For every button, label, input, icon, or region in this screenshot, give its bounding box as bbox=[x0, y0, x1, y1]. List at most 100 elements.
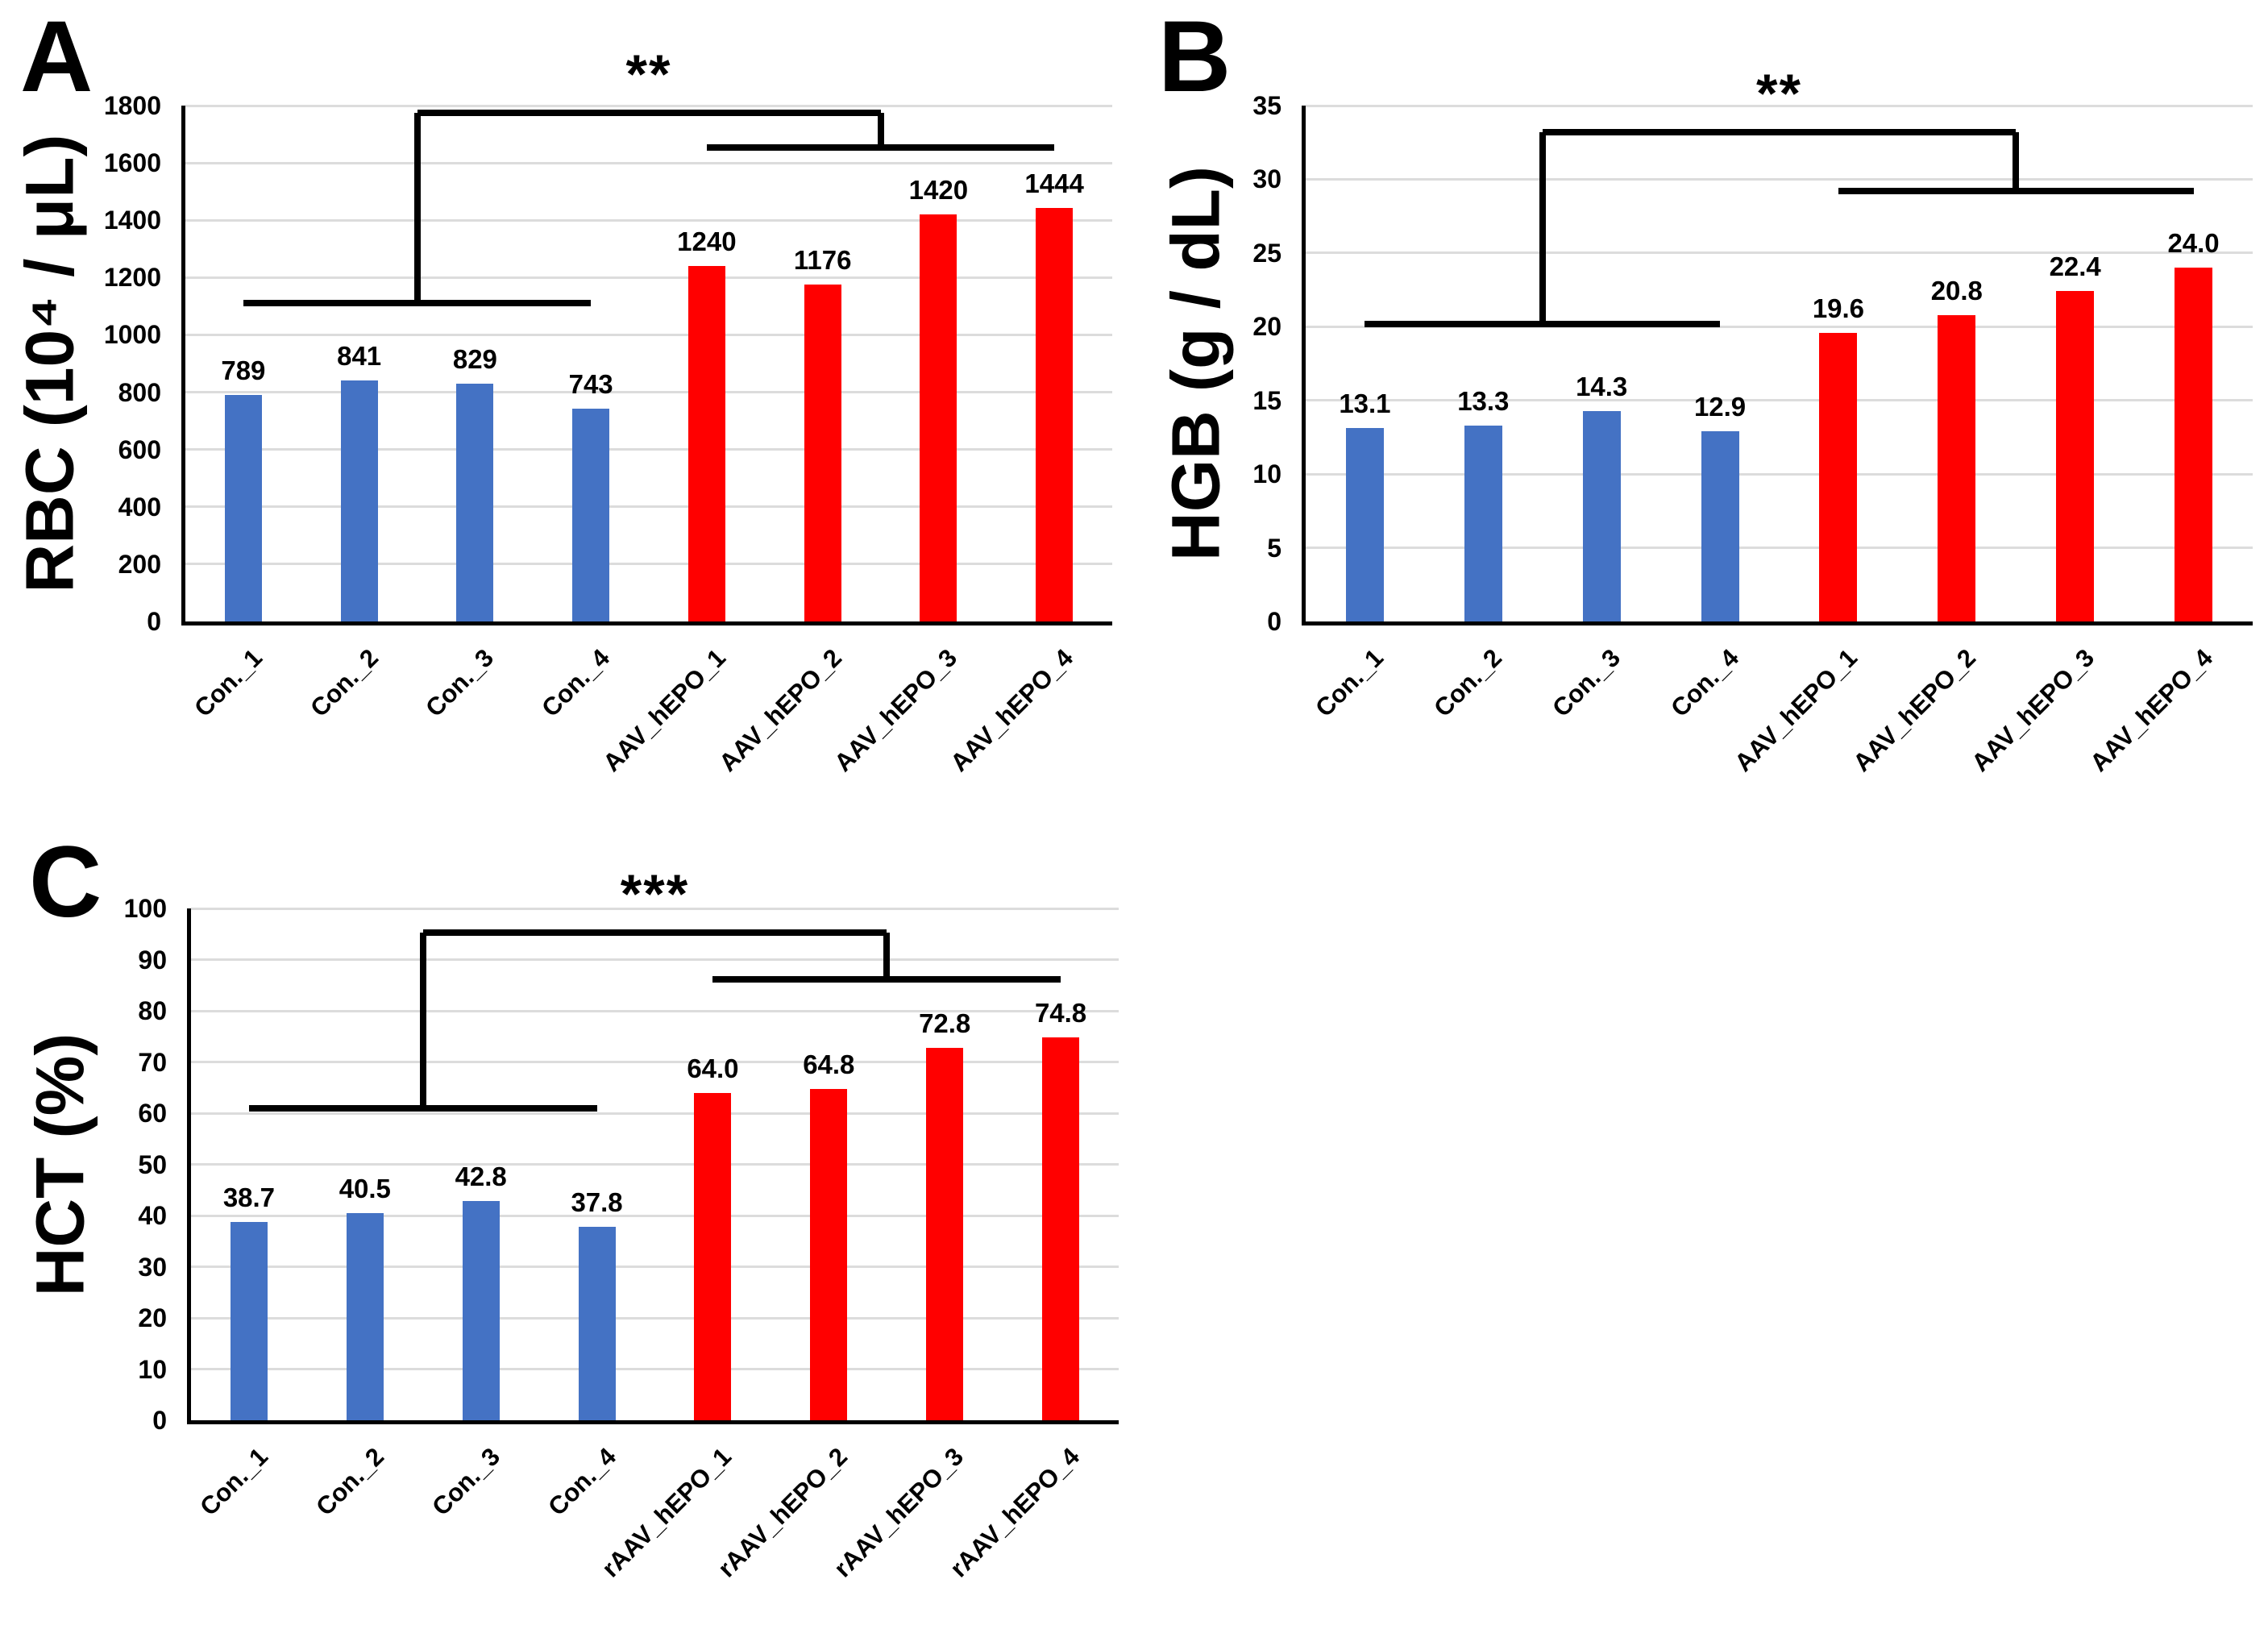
y-axis-tick-label: 30 bbox=[1252, 164, 1281, 194]
x-axis-category-label: Con._1 bbox=[194, 1442, 273, 1522]
bar-value-label: 24.0 bbox=[2167, 228, 2220, 259]
y-axis-tick-label: 100 bbox=[123, 894, 167, 923]
bar-Con._3 bbox=[1582, 410, 1621, 621]
bar-Con._4 bbox=[1701, 431, 1739, 621]
bar-Con._2 bbox=[346, 1212, 384, 1420]
bar-Con._2 bbox=[1464, 425, 1502, 621]
gridline bbox=[191, 1009, 1119, 1012]
significance-connector-line bbox=[419, 933, 426, 1108]
y-axis-tick-label: 60 bbox=[138, 1099, 167, 1128]
bar-value-label: 64.8 bbox=[803, 1049, 855, 1079]
bar-Con._3 bbox=[462, 1201, 500, 1420]
significance-group2-line bbox=[706, 143, 1055, 151]
y-axis-tick-label: 30 bbox=[138, 1252, 167, 1282]
bar-AAV_hEPO_4 bbox=[2175, 268, 2213, 621]
gridline bbox=[191, 1163, 1119, 1166]
y-axis-tick-label: 200 bbox=[118, 549, 161, 579]
y-axis-tick-label: 400 bbox=[118, 492, 161, 522]
y-axis-tick-label: 0 bbox=[1267, 607, 1281, 636]
bar-Con._1 bbox=[224, 395, 262, 621]
bar-value-label: 1444 bbox=[1024, 168, 1084, 198]
y-axis-line bbox=[1302, 106, 1306, 625]
gridline bbox=[191, 958, 1119, 961]
y-axis-tick-label: 1600 bbox=[103, 148, 161, 178]
y-axis-tick-label: 10 bbox=[138, 1354, 167, 1384]
gridline bbox=[185, 161, 1112, 164]
bar-value-label: 13.3 bbox=[1457, 385, 1510, 416]
significance-group1-line bbox=[243, 300, 592, 307]
gridline bbox=[185, 218, 1112, 222]
y-axis-tick-label: 20 bbox=[138, 1303, 167, 1332]
bar-value-label: 829 bbox=[452, 344, 497, 375]
gridline bbox=[191, 1316, 1119, 1320]
y-axis-tick-label: 1000 bbox=[103, 320, 161, 350]
bar-value-label: 20.8 bbox=[1930, 275, 1983, 305]
bar-value-label: 40.5 bbox=[339, 1173, 391, 1203]
bar-value-label: 743 bbox=[568, 368, 613, 399]
y-axis-tick-label: 600 bbox=[118, 434, 161, 464]
gridline bbox=[191, 1266, 1119, 1268]
bar-AAV_hEPO_1 bbox=[687, 266, 725, 621]
y-axis-tick-label: 50 bbox=[138, 1149, 167, 1179]
bar-value-label: 1420 bbox=[908, 175, 969, 206]
bar-rAAV_hEPO_4 bbox=[1042, 1037, 1080, 1420]
gridline bbox=[191, 1368, 1119, 1370]
y-axis-line bbox=[181, 106, 185, 625]
bar-AAV_hEPO_2 bbox=[1938, 314, 1976, 621]
y-axis-tick-label: 800 bbox=[118, 377, 161, 407]
bar-value-label: 19.6 bbox=[1812, 293, 1865, 323]
bar-Con._1 bbox=[1345, 428, 1384, 621]
bar-rAAV_hEPO_3 bbox=[926, 1047, 964, 1420]
significance-bridge-line bbox=[422, 929, 887, 937]
bar-value-label: 38.7 bbox=[222, 1182, 276, 1213]
bar-value-label: 1240 bbox=[677, 227, 737, 257]
bar-AAV_hEPO_4 bbox=[1036, 207, 1074, 621]
bar-AAV_hEPO_2 bbox=[804, 284, 841, 621]
significance-bridge-line bbox=[1542, 128, 2017, 135]
y-axis-tick-label: 90 bbox=[138, 945, 167, 975]
y-axis-tick-label: 25 bbox=[1252, 238, 1281, 268]
gridline bbox=[185, 391, 1112, 394]
y-axis-tick-label: 40 bbox=[138, 1201, 167, 1230]
bar-value-label: 12.9 bbox=[1693, 392, 1747, 422]
gridline bbox=[1306, 104, 2253, 107]
bar-value-label: 1176 bbox=[793, 244, 852, 275]
bar-Con._1 bbox=[230, 1222, 268, 1420]
y-axis-tick-label: 1800 bbox=[103, 91, 161, 120]
gridline bbox=[185, 563, 1112, 566]
gridline bbox=[1306, 547, 2253, 550]
y-axis-line bbox=[187, 908, 191, 1424]
bar-value-label: 22.4 bbox=[2049, 251, 2101, 282]
x-axis-category-label: Con._3 bbox=[426, 1442, 505, 1522]
y-axis-tick-label: 1400 bbox=[103, 206, 161, 235]
bar-rAAV_hEPO_2 bbox=[810, 1088, 848, 1420]
y-axis-tick-label: 20 bbox=[1252, 312, 1281, 342]
significance-connector-line bbox=[2013, 131, 2020, 192]
bar-value-label: 14.3 bbox=[1576, 371, 1628, 401]
bar-Con._2 bbox=[340, 380, 378, 621]
bar-AAV_hEPO_3 bbox=[920, 214, 957, 621]
x-axis-category-label: Con._4 bbox=[542, 1442, 621, 1522]
gridline bbox=[185, 448, 1112, 451]
gridline bbox=[1306, 399, 2253, 402]
bar-Con._4 bbox=[572, 408, 610, 621]
bar-value-label: 13.1 bbox=[1339, 389, 1391, 419]
gridline bbox=[1306, 325, 2253, 328]
y-axis-tick-label: 80 bbox=[138, 996, 167, 1025]
significance-group1-line bbox=[248, 1104, 597, 1112]
gridline bbox=[185, 104, 1112, 107]
gridline bbox=[191, 1112, 1119, 1115]
gridline bbox=[185, 276, 1112, 279]
significance-stars: *** bbox=[620, 863, 690, 925]
bar-Con._3 bbox=[456, 384, 494, 621]
gridline bbox=[1306, 177, 2253, 181]
significance-connector-line bbox=[883, 933, 891, 979]
panel-b-letter: B bbox=[1158, 1, 1232, 113]
y-axis-tick-label: 35 bbox=[1252, 91, 1281, 120]
bar-AAV_hEPO_3 bbox=[2056, 291, 2095, 621]
significance-stars: ** bbox=[1756, 62, 1802, 124]
